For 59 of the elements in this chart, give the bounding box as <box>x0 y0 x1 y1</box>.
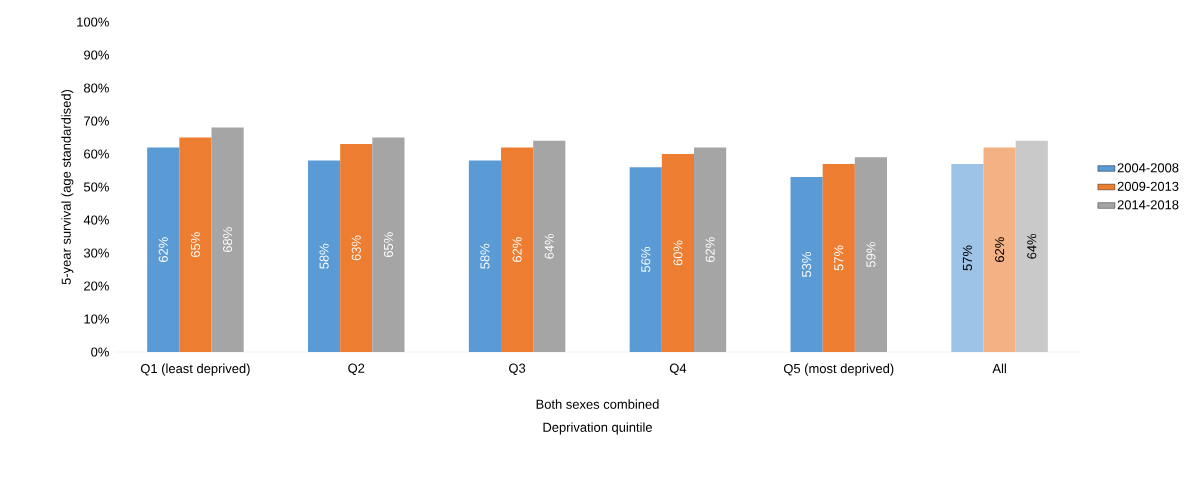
data-label: 58% <box>319 243 329 269</box>
data-label: 65% <box>190 232 200 258</box>
bar <box>468 160 502 352</box>
bar <box>951 163 984 352</box>
x-tick-label: Q4 <box>669 363 687 376</box>
data-label: 57% <box>962 245 972 271</box>
bar <box>790 177 823 352</box>
bar <box>661 154 695 352</box>
bar <box>340 144 373 352</box>
bar <box>211 127 244 352</box>
y-tick-label: 40% <box>83 215 109 225</box>
y-tick-label: 10% <box>84 314 109 324</box>
bar <box>822 163 855 352</box>
data-label: 62% <box>995 237 1005 262</box>
data-label: 59% <box>866 242 876 268</box>
y-tick-label: 100% <box>77 17 109 27</box>
x-tick-label: Q3 <box>509 363 526 376</box>
bar <box>372 137 405 352</box>
data-label: 57% <box>834 245 844 271</box>
data-label: 64% <box>544 233 554 259</box>
y-tick-label: 60% <box>84 149 109 159</box>
x-tick-label: All <box>992 363 1006 374</box>
x-tick-label: Q5 (most deprived) <box>783 363 894 376</box>
bar <box>983 147 1016 352</box>
bar <box>501 147 534 352</box>
bar <box>854 157 888 352</box>
data-label: 53% <box>802 252 812 277</box>
y-tick-label: 80% <box>84 83 109 93</box>
y-axis-title: 5-year survival (age standardised) <box>61 89 74 285</box>
x-tick-label: Q1 (least deprived) <box>140 363 250 376</box>
bar <box>533 140 566 352</box>
bar <box>694 147 727 352</box>
legend-label: 2014-2018 <box>1117 200 1179 210</box>
data-label: 60% <box>673 240 683 266</box>
x-tick-label: Q2 <box>348 363 365 376</box>
data-label: 62% <box>512 237 522 262</box>
data-label: 68% <box>223 227 233 253</box>
data-label: 64% <box>1027 233 1037 259</box>
data-label: 58% <box>480 243 490 269</box>
x-axis-title: Deprivation quintile <box>543 422 652 435</box>
y-tick-label: 90% <box>84 50 109 60</box>
y-tick-label: 0% <box>91 347 109 357</box>
data-label: 65% <box>383 232 394 258</box>
y-tick-label: 50% <box>83 182 109 192</box>
data-label: 63% <box>351 235 361 261</box>
bar <box>1015 140 1048 352</box>
text: Both sexes combined <box>536 399 659 409</box>
bar <box>147 147 180 352</box>
legend-label: 2009-2013 <box>1117 181 1179 191</box>
data-label: 62% <box>705 237 715 262</box>
y-tick-label: 70% <box>84 116 109 126</box>
y-tick-label: 30% <box>83 248 109 258</box>
bar <box>629 167 662 352</box>
y-tick-label: 20% <box>84 281 109 291</box>
bar <box>179 137 212 352</box>
legend-label: 2004-2008 <box>1117 163 1179 173</box>
data-label: 62% <box>158 237 168 262</box>
bar <box>308 160 341 352</box>
data-label: 56% <box>641 247 651 273</box>
